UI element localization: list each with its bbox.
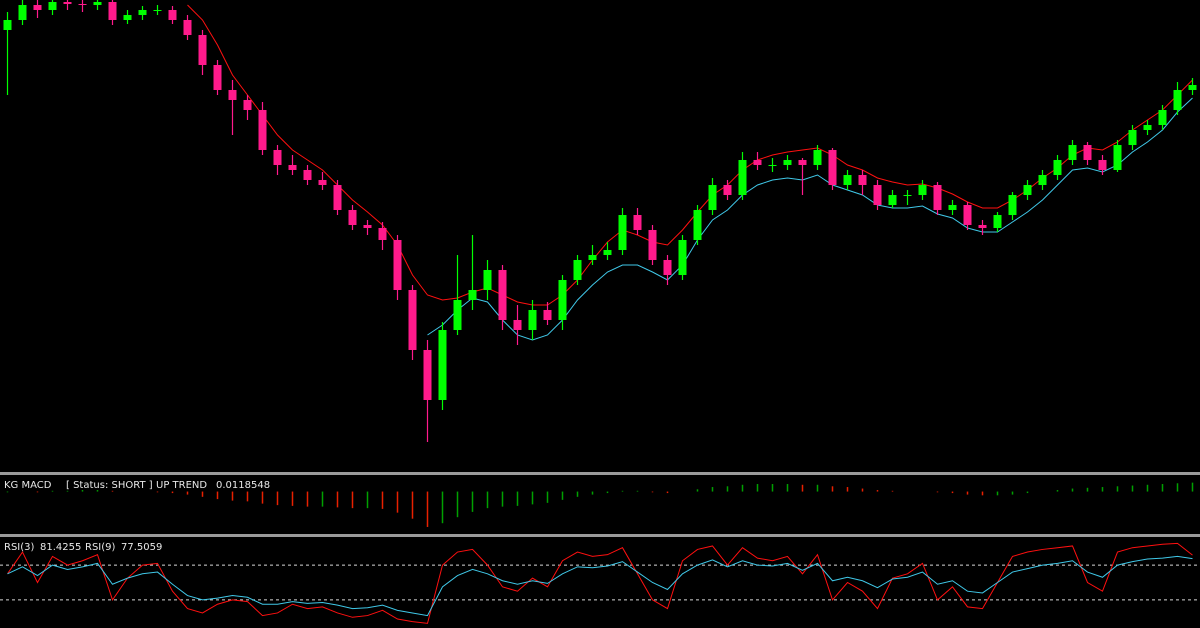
legend-label: RSI(9) xyxy=(85,542,116,553)
candle-body xyxy=(1158,110,1167,125)
candle-body xyxy=(738,160,747,195)
candle-body xyxy=(378,228,387,240)
candle-body xyxy=(228,90,237,100)
candle-body xyxy=(813,150,822,165)
candle-body xyxy=(888,195,897,205)
candle-body xyxy=(333,185,342,210)
candle-body xyxy=(138,10,147,15)
candle-body xyxy=(1128,130,1137,145)
candle-body xyxy=(1098,160,1107,170)
candle-body xyxy=(858,175,867,185)
indicator-line xyxy=(427,97,1193,341)
candle-body xyxy=(783,160,792,165)
candle-body xyxy=(258,110,267,150)
candle-body xyxy=(708,185,717,210)
candle-body xyxy=(618,215,627,250)
candle-body xyxy=(363,225,372,228)
candle-body xyxy=(468,290,477,300)
candle-body xyxy=(963,205,972,225)
candle-body xyxy=(48,2,57,10)
panel-separator xyxy=(0,534,1200,537)
candle-body xyxy=(303,170,312,180)
indicator-title: KG MACD xyxy=(4,480,52,491)
candle-body xyxy=(453,300,462,330)
indicator-line xyxy=(7,542,1193,624)
candle-body xyxy=(993,215,1002,228)
candle-body xyxy=(933,185,942,210)
legend-label: RSI(3) xyxy=(4,542,35,553)
legend-value: 81.4255 xyxy=(40,542,81,553)
candle-body xyxy=(168,10,177,20)
candle-body xyxy=(678,240,687,275)
candle-body xyxy=(753,160,762,165)
candle-body xyxy=(603,250,612,255)
candle-body xyxy=(513,320,522,330)
candle-body xyxy=(93,2,102,5)
candle-body xyxy=(873,185,882,205)
candle-body xyxy=(588,255,597,260)
candle-body xyxy=(213,65,222,90)
candle-body xyxy=(768,165,777,166)
indicator-value: 0.0118548 xyxy=(216,480,270,491)
candle-body xyxy=(528,310,537,330)
candle-body xyxy=(918,185,927,195)
indicator-trend: UP TREND xyxy=(156,480,207,491)
indicator-line xyxy=(7,555,1193,617)
candle-body xyxy=(318,180,327,185)
candle-body xyxy=(828,150,837,185)
candle-body xyxy=(438,330,447,400)
candle-body xyxy=(33,5,42,10)
candle-body xyxy=(648,230,657,260)
candle-body xyxy=(543,310,552,320)
candle-body xyxy=(798,160,807,165)
candle-body xyxy=(1053,160,1062,175)
candle-body xyxy=(498,270,507,320)
price-panel xyxy=(3,0,1197,442)
candle-body xyxy=(1113,145,1122,170)
candle-body xyxy=(903,195,912,196)
candle-body xyxy=(348,210,357,225)
candle-body xyxy=(183,20,192,35)
candle-body xyxy=(78,4,87,5)
candle-body xyxy=(18,5,27,20)
candle-body xyxy=(978,225,987,228)
candle-body xyxy=(198,35,207,65)
candle-body xyxy=(573,260,582,280)
candle-body xyxy=(948,205,957,210)
macd-panel xyxy=(6,482,1194,527)
candle-body xyxy=(1173,90,1182,110)
candle-body xyxy=(408,290,417,350)
candle-body xyxy=(693,210,702,240)
candle-body xyxy=(3,20,12,30)
indicator-status: [ Status: SHORT ] xyxy=(66,480,153,491)
candle-body xyxy=(558,280,567,320)
candle-body xyxy=(1023,185,1032,195)
candle-body xyxy=(723,185,732,195)
candle-body xyxy=(1068,145,1077,160)
candle-body xyxy=(663,260,672,275)
candle-body xyxy=(108,2,117,20)
candle-body xyxy=(1038,175,1047,185)
candle-body xyxy=(288,165,297,170)
candle-body xyxy=(243,100,252,110)
panel-separator xyxy=(0,472,1200,475)
candle-body xyxy=(1188,85,1197,90)
candle-body xyxy=(843,175,852,185)
candle-body xyxy=(123,15,132,20)
legend-value: 77.5059 xyxy=(121,542,162,553)
candle-body xyxy=(273,150,282,165)
candle-body xyxy=(393,240,402,290)
candle-body xyxy=(483,270,492,290)
candle-body xyxy=(1008,195,1017,215)
candle-body xyxy=(633,215,642,230)
candle-body xyxy=(1143,125,1152,130)
candle-body xyxy=(153,10,162,11)
rsi-panel xyxy=(0,542,1200,624)
candle-body xyxy=(63,2,72,4)
candle-body xyxy=(1083,145,1092,160)
candle-body xyxy=(423,350,432,400)
